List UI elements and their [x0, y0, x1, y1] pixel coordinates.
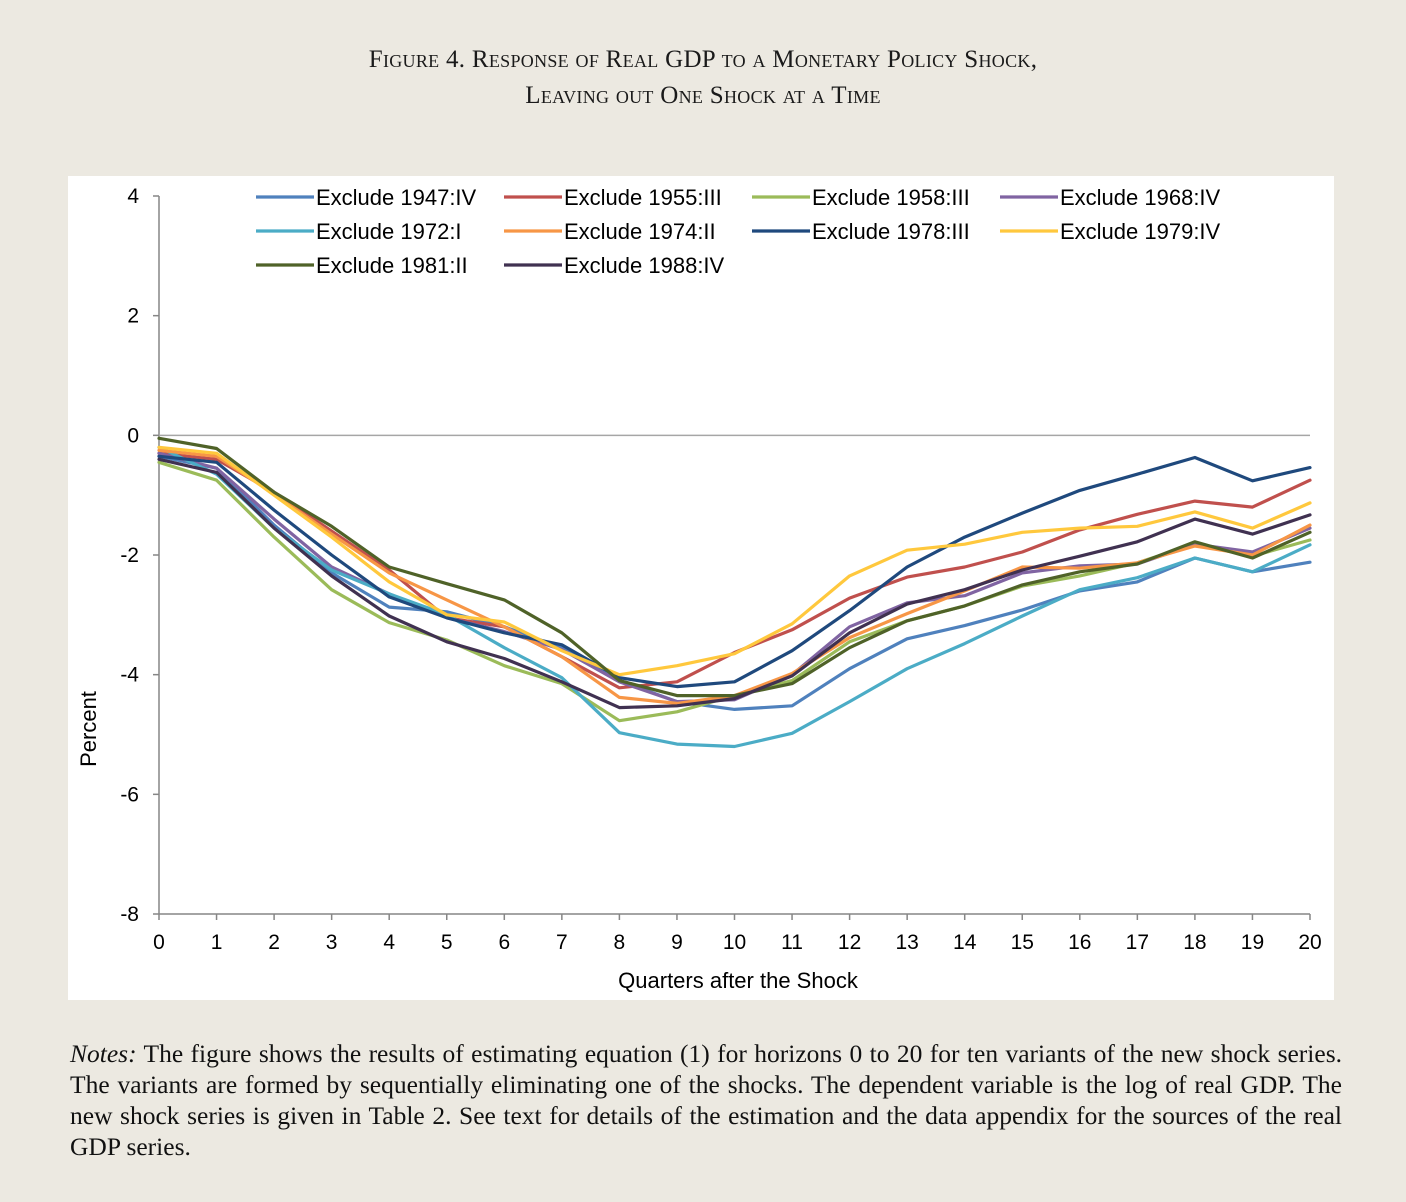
y-tick-label: 2	[127, 305, 139, 328]
x-tick-label: 2	[268, 931, 280, 954]
x-tick-label: 17	[1126, 931, 1149, 954]
legend-label: Exclude 1974:II	[564, 219, 716, 244]
x-tick-label: 6	[498, 931, 510, 954]
x-tick-label: 9	[671, 931, 683, 954]
legend-label: Exclude 1947:IV	[316, 185, 477, 210]
figure-title-line-2: Leaving out One Shock at a Time	[525, 82, 881, 109]
legend-label: Exclude 1988:IV	[564, 253, 725, 278]
legend-label: Exclude 1968:IV	[1060, 185, 1221, 210]
x-tick-label: 13	[895, 931, 918, 954]
x-tick-label: 20	[1298, 931, 1321, 954]
y-tick-label: -2	[120, 544, 139, 567]
y-tick-label: -6	[120, 783, 139, 806]
series-line-exclude-1979-iv	[157, 445, 1312, 677]
legend-label: Exclude 1955:III	[564, 185, 722, 210]
x-tick-label: 14	[953, 931, 977, 954]
series-line-exclude-1972-i	[157, 445, 1312, 749]
notes-text: The figure shows the results of estimati…	[70, 1039, 1342, 1161]
legend-label: Exclude 1981:II	[316, 253, 468, 278]
legend-label: Exclude 1972:I	[316, 219, 462, 244]
x-tick-label: 16	[1068, 931, 1091, 954]
x-axis-label: Quarters after the Shock	[618, 968, 859, 993]
plot-panel: 4 2 0 -2 -4 -6 -8 0 1 2 3 4 5 6 7 8 9 10 11 12 13 14 15 16 17 18 1…	[68, 176, 1334, 1000]
x-tick-label: 5	[441, 931, 453, 954]
line-chart: 420-2-4-6-80 1 2 3 4 5 6 7 8 9 10 11 12 13 14 15 16 17 18 1…	[76, 185, 1322, 993]
legend-label: Exclude 1978:III	[812, 219, 970, 244]
y-tick-label: -4	[120, 664, 139, 687]
x-tick-label: 4	[383, 931, 395, 954]
legend-label: Exclude 1979:IV	[1060, 219, 1221, 244]
legend: Exclude 1947:IV Exclude 1955:III Exclude 1…	[256, 185, 1221, 278]
legend-label: Exclude 1958:III	[812, 185, 970, 210]
series-line-exclude-1947-iv	[157, 454, 1312, 712]
x-tick-label: 19	[1241, 931, 1264, 954]
y-axis-label: Percent	[76, 691, 101, 767]
y-tick-label: 4	[127, 185, 139, 208]
notes-label: Notes:	[70, 1039, 137, 1068]
series-lines	[157, 436, 1312, 749]
x-tick-label: 10	[723, 931, 746, 954]
x-tick-label: 3	[326, 931, 338, 954]
y-tick-label: 0	[127, 424, 139, 447]
x-tick-label: 15	[1011, 931, 1034, 954]
x-tick-label: 7	[556, 931, 568, 954]
figure-title-line-1: Figure 4. Response of Real GDP to a Mone…	[368, 46, 1038, 73]
y-tick-label: -8	[120, 903, 139, 926]
x-tick-label: 11	[781, 931, 803, 954]
x-tick-label: 18	[1183, 931, 1206, 954]
x-tick-label: 12	[838, 931, 861, 954]
axes: 420-2-4-6-80 1 2 3 4 5 6 7 8 9 10 11 12 13 14 15 16 17 18 1…	[120, 185, 1321, 954]
x-tick-label: 8	[614, 931, 626, 954]
figure-notes: Notes: The figure shows the results of e…	[70, 1038, 1342, 1162]
series-line-exclude-1988-iv	[157, 457, 1312, 710]
series-line-exclude-1981-ii	[157, 436, 1312, 698]
x-tick-label: 0	[153, 931, 165, 954]
figure-title: Figure 4. Response of Real GDP to a Mone…	[0, 42, 1406, 114]
series-line-exclude-1978-iii	[157, 454, 1312, 689]
x-tick-label: 1	[211, 931, 223, 954]
